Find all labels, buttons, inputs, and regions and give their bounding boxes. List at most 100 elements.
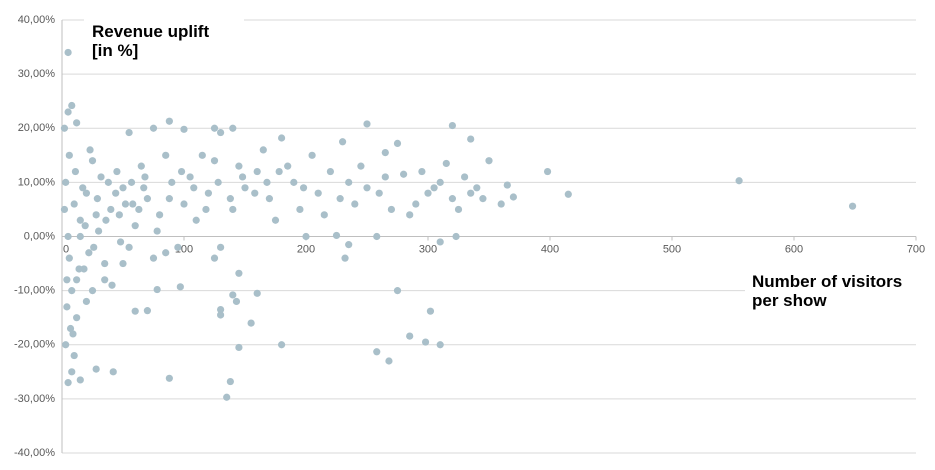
point [232, 297, 241, 306]
point [82, 297, 90, 306]
point [253, 167, 261, 176]
point [64, 108, 72, 116]
point [95, 227, 103, 235]
point [296, 205, 304, 214]
point [265, 195, 273, 203]
point [190, 184, 198, 192]
point [735, 177, 743, 185]
x-axis-title: per show [752, 291, 827, 310]
point [210, 157, 219, 165]
x-title-bg [745, 266, 925, 312]
point [102, 216, 110, 224]
y-tick-label: -40,00% [14, 447, 55, 459]
point [341, 254, 349, 262]
x-tick-label: 600 [785, 243, 803, 255]
point [336, 195, 344, 203]
point [229, 291, 237, 299]
point [192, 216, 200, 224]
point [278, 134, 286, 142]
point [73, 119, 81, 127]
point [357, 162, 365, 170]
point [454, 205, 463, 214]
point [97, 173, 105, 181]
y-tick-label: -10,00% [14, 285, 55, 297]
point [241, 184, 249, 192]
point [448, 195, 456, 203]
point [848, 202, 857, 210]
point [64, 48, 72, 57]
point [259, 146, 267, 154]
point [129, 200, 137, 208]
point [452, 232, 460, 241]
point [436, 341, 444, 349]
point [149, 254, 158, 262]
point [156, 211, 164, 219]
y-axis-title: [in %] [92, 41, 138, 60]
point [107, 205, 115, 214]
point [290, 178, 298, 186]
point [149, 124, 158, 132]
point [223, 393, 231, 401]
point [217, 305, 225, 314]
point [473, 184, 481, 192]
point [162, 249, 170, 257]
point [467, 135, 475, 143]
point [275, 167, 283, 176]
point [141, 173, 149, 181]
point [363, 120, 371, 128]
point [497, 200, 505, 208]
point [101, 259, 109, 268]
point [503, 181, 511, 189]
point [131, 307, 139, 315]
point [92, 365, 100, 373]
point [543, 167, 552, 176]
point [165, 195, 173, 203]
point [88, 287, 97, 295]
point [60, 124, 69, 132]
point [339, 138, 347, 146]
point [345, 241, 353, 249]
x-tick-label: 0 [63, 243, 69, 255]
point [385, 357, 393, 365]
point [326, 167, 334, 176]
point [430, 184, 438, 192]
point [351, 200, 359, 208]
y-tick-label: 40,00% [18, 14, 56, 26]
point [442, 159, 450, 168]
point [314, 189, 322, 197]
point [180, 125, 188, 133]
point [247, 319, 255, 327]
point [162, 151, 170, 159]
point [168, 178, 176, 186]
y-title-bg [84, 18, 244, 66]
point [345, 178, 353, 186]
point [235, 343, 243, 352]
point [79, 184, 87, 192]
point [64, 232, 72, 241]
point [400, 170, 408, 178]
point [308, 151, 316, 159]
point [143, 307, 151, 315]
point [210, 254, 219, 262]
point [112, 189, 120, 197]
point [101, 276, 109, 284]
point [63, 276, 71, 284]
point [204, 189, 212, 197]
point [109, 368, 117, 376]
y-tick-label: 20,00% [18, 122, 56, 134]
point [135, 205, 143, 214]
point [153, 285, 161, 294]
point [180, 200, 188, 208]
point [485, 157, 493, 165]
point [412, 200, 420, 208]
point [68, 368, 76, 376]
point [71, 167, 80, 176]
point [229, 124, 237, 132]
point [198, 151, 206, 159]
point [393, 287, 402, 295]
point [271, 216, 280, 224]
point [125, 243, 133, 251]
point [217, 243, 225, 251]
point [86, 146, 94, 154]
point [235, 162, 243, 170]
